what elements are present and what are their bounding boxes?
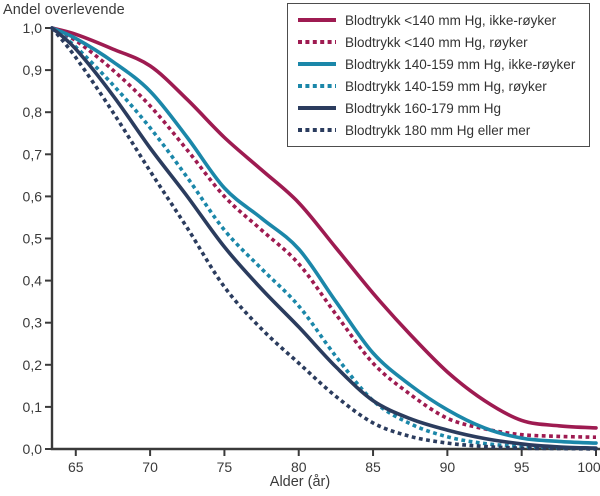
legend-item-2: Blodtrykk 140-159 mm Hg, ikke-røyker (297, 54, 589, 74)
legend-label: Blodtrykk <140 mm Hg, ikke-røyker (345, 12, 557, 28)
solid-line-swatch-icon (298, 18, 336, 22)
series-line-4 (50, 26, 598, 450)
legend-label: Blodtrykk 180 mm Hg eller mer (345, 122, 531, 138)
y-tick-label: 1,0 (23, 20, 43, 36)
x-tick-label: 95 (514, 459, 530, 475)
x-tick-label: 85 (365, 459, 381, 475)
x-tick-label: 65 (68, 459, 84, 475)
y-tick-label: 0,0 (23, 441, 43, 457)
legend-item-3: Blodtrykk 140-159 mm Hg, røyker (297, 76, 589, 96)
y-tick-label: 0,9 (23, 62, 43, 78)
dotted-line-swatch-icon (298, 40, 336, 44)
legend-label: Blodtrykk 160-179 mm Hg (345, 100, 502, 116)
y-tick-label: 0,1 (23, 399, 43, 415)
legend-label: Blodtrykk 140-159 mm Hg, ikke-røyker (345, 56, 576, 72)
series-line-2 (50, 26, 598, 445)
legend-box: Blodtrykk <140 mm Hg, ikke-røyker Blodtry… (287, 3, 590, 147)
chart-title: Andel overlevende (3, 2, 125, 18)
x-tick-label: 70 (142, 459, 158, 475)
y-tick-label: 0,8 (23, 104, 43, 120)
legend-label: Blodtrykk <140 mm Hg, røyker (345, 34, 528, 50)
x-tick-label: 90 (440, 459, 456, 475)
legend-label: Blodtrykk 140-159 mm Hg, røyker (345, 78, 547, 94)
y-tick-label: 0,5 (23, 231, 43, 247)
series-line-5 (50, 26, 597, 451)
solid-line-swatch-icon (298, 62, 336, 66)
series-line-1 (51, 26, 597, 439)
x-tick-label: 100 (577, 459, 600, 475)
y-tick-label: 0,6 (23, 188, 43, 204)
series-line-0 (50, 26, 598, 430)
y-tick-label: 0,4 (23, 273, 43, 289)
y-tick-label: 0,2 (23, 357, 43, 373)
y-tick-label: 0,7 (23, 146, 43, 162)
dotted-line-swatch-icon (298, 84, 336, 88)
legend-item-5: Blodtrykk 180 mm Hg eller mer (297, 120, 589, 140)
legend-item-1: Blodtrykk <140 mm Hg, røyker (297, 32, 589, 52)
x-tick-label: 80 (291, 459, 307, 475)
x-tick-label: 75 (217, 459, 233, 475)
solid-line-swatch-icon (298, 106, 336, 110)
legend-item-4: Blodtrykk 160-179 mm Hg (297, 98, 589, 118)
legend-item-0: Blodtrykk <140 mm Hg, ikke-røyker (297, 10, 589, 30)
y-tick-label: 0,3 (23, 315, 43, 331)
series-line-3 (50, 26, 597, 450)
x-axis-title: Alder (år) (269, 474, 331, 490)
dotted-line-swatch-icon (298, 128, 336, 132)
